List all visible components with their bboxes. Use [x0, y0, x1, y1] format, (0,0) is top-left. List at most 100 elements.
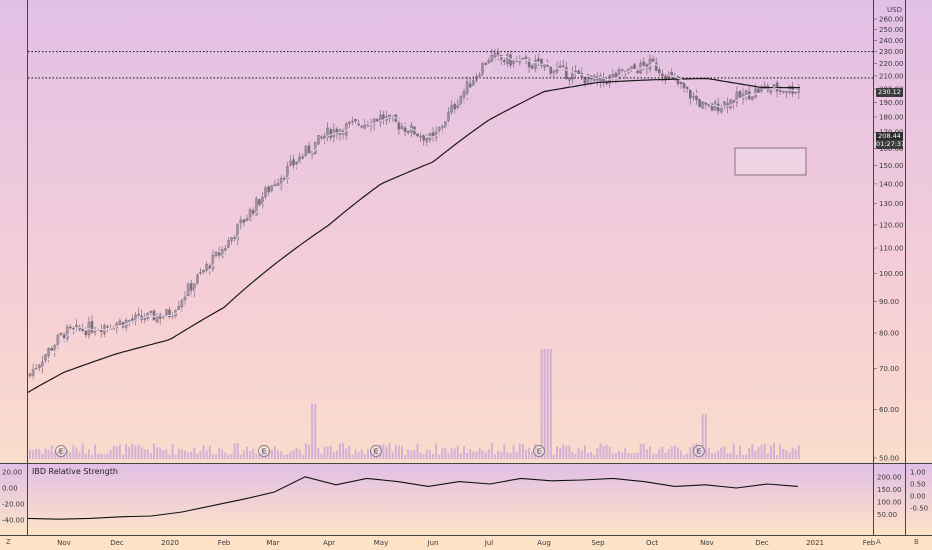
candle-body [189, 283, 193, 291]
volume-bar [87, 449, 90, 459]
volume-bar [199, 450, 202, 459]
short-moving-average [42, 56, 799, 368]
volume-bar [370, 450, 372, 459]
time-tick-label: Dec [110, 539, 124, 547]
candle-body [205, 264, 208, 271]
volume-bar [618, 450, 620, 459]
candle-body [251, 210, 255, 214]
volume-bar [339, 443, 341, 459]
volume-bar [599, 443, 602, 459]
candle-body [236, 223, 239, 240]
volume-bar [292, 450, 295, 459]
volume-bar [580, 450, 583, 459]
volume-bar [298, 449, 301, 459]
volume-bar [171, 444, 174, 459]
candle-body [716, 103, 720, 112]
volume-bar [221, 449, 224, 459]
volume-bar [289, 451, 292, 459]
price-tick-label: 250.00 [879, 26, 904, 34]
corner-label-right[interactable]: B [914, 538, 919, 546]
corner-label-left[interactable]: Z [6, 538, 11, 546]
volume-bar [757, 446, 760, 459]
volume-bar [714, 452, 717, 459]
volume-bar [791, 447, 794, 459]
volume-bar [475, 451, 478, 459]
price-tick-label: 80.00 [879, 329, 899, 337]
volume-bar [776, 454, 779, 459]
volume-bar [726, 453, 729, 459]
volume-bar [509, 452, 512, 459]
level-upper-tag: 230.12 [876, 88, 903, 97]
volume-bar [205, 450, 208, 459]
volume-bar [745, 454, 748, 459]
time-axis[interactable]: Nov Dec 2020 Feb Mar Apr May Jun Jul Aug Sep Oct Nov… [57, 539, 876, 547]
candle-body [202, 270, 205, 273]
volume-bar [81, 443, 84, 459]
candle-body [183, 296, 187, 301]
volume-bar [295, 448, 298, 459]
volume-bar [314, 404, 317, 459]
range-box[interactable] [734, 147, 807, 176]
volume-bar [156, 447, 159, 459]
candle-body [168, 309, 171, 318]
volume-bar [91, 454, 93, 459]
candle-body [127, 320, 131, 322]
volume-bar [159, 447, 162, 459]
volume-bar [382, 444, 385, 459]
volume-bar [444, 447, 447, 459]
volume-bar [593, 454, 596, 459]
volume-bar [459, 452, 462, 459]
candle-body [323, 135, 326, 140]
horizontal-levels[interactable] [28, 51, 873, 79]
volume-bar [478, 448, 481, 459]
volume-bar [227, 454, 230, 459]
candle-body [540, 58, 543, 66]
corner-label-mid[interactable]: A [876, 538, 881, 546]
volume-bar [41, 453, 44, 459]
volume-bar [447, 453, 450, 459]
volume-bar [47, 449, 50, 459]
candle-body [471, 80, 475, 86]
volume-bar [766, 453, 769, 459]
volume-bar [689, 447, 692, 459]
earnings-marker-label: E [537, 448, 541, 456]
candle-body [273, 184, 277, 186]
volume-bar [249, 451, 252, 459]
volume-bar [587, 453, 589, 459]
candle-body [47, 348, 50, 357]
volume-bar [506, 452, 509, 459]
candle-body [636, 70, 639, 74]
volume-bar [735, 454, 738, 459]
volume-bar [304, 443, 307, 459]
candle-body [106, 326, 109, 328]
moving-averages [27, 56, 800, 393]
candle-body [84, 330, 88, 336]
volume-bar [379, 444, 382, 459]
volume-bar [416, 443, 419, 459]
candle-body [682, 82, 686, 89]
volume-bar [794, 449, 797, 459]
volume-bar [797, 445, 800, 459]
candle-body [654, 62, 658, 71]
candle-body [378, 115, 382, 123]
volume-bar [633, 453, 636, 459]
volume-bar [385, 446, 388, 459]
volume-bar [500, 452, 503, 459]
indicator-right-tick-label: -0.50 [910, 505, 928, 513]
volume-bar [627, 452, 630, 459]
candle-body [754, 88, 757, 98]
indicator-right-tick-label: 1.00 [910, 469, 926, 477]
candle-body [93, 330, 97, 333]
volume-bar [701, 414, 704, 459]
candle-body [34, 367, 38, 370]
volume-bar [357, 452, 360, 459]
volume-bar [280, 451, 283, 459]
volume-bar [103, 454, 106, 459]
indicator-left-tick-label: 20.00 [2, 469, 22, 477]
volume-bar [112, 445, 115, 459]
volume-bar [782, 448, 785, 459]
volume-bar [413, 450, 416, 459]
candle-body [726, 103, 729, 108]
price-tick-label: 100.00 [879, 270, 904, 278]
